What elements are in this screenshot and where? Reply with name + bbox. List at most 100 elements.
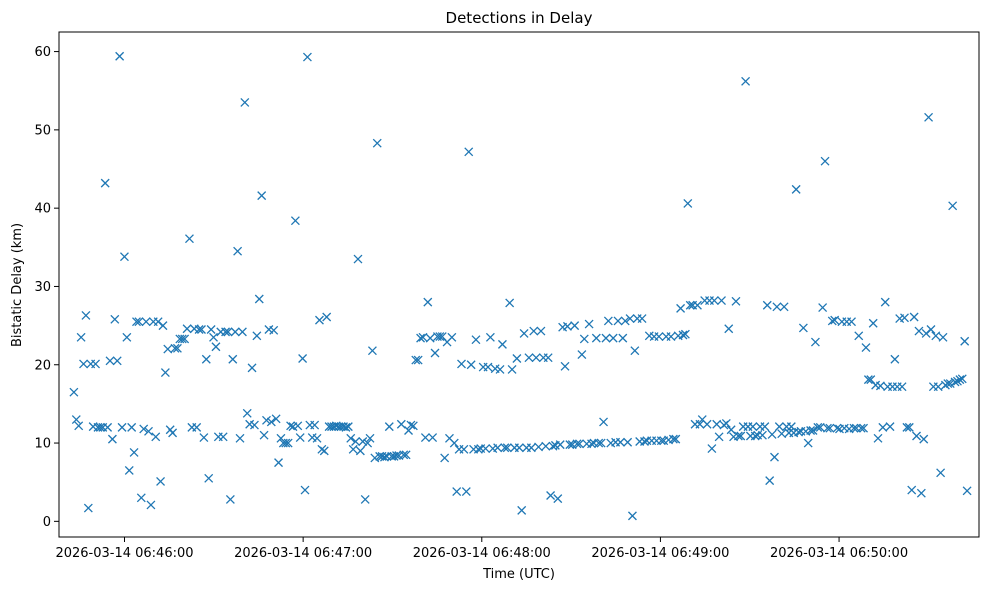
data-point	[500, 443, 510, 453]
data-point	[526, 443, 536, 453]
data-point	[560, 361, 570, 371]
data-point	[146, 500, 156, 510]
data-point	[565, 440, 575, 450]
data-point	[818, 303, 828, 313]
data-point	[281, 438, 291, 448]
data-point	[507, 364, 517, 374]
data-point	[656, 436, 666, 446]
data-point	[505, 298, 515, 308]
data-point	[358, 437, 368, 446]
data-point	[184, 234, 194, 244]
data-point	[230, 327, 240, 337]
data-point	[348, 444, 358, 454]
data-point	[290, 216, 300, 226]
data-point	[854, 331, 864, 341]
y-tick-label: 50	[34, 123, 51, 138]
data-point	[909, 312, 919, 322]
y-tick-label: 10	[34, 437, 51, 452]
data-point	[666, 332, 676, 342]
data-point	[620, 316, 630, 326]
data-point	[473, 444, 483, 454]
data-point	[608, 333, 618, 343]
data-point	[392, 451, 401, 461]
data-point	[295, 433, 305, 443]
data-point	[83, 503, 93, 513]
data-point	[741, 76, 751, 86]
data-point	[733, 431, 743, 441]
data-point	[731, 296, 741, 306]
data-point	[252, 331, 262, 341]
data-point	[461, 487, 471, 497]
x-axis-ticks: 2026-03-14 06:46:00 2026-03-14 06:47:00 20…	[55, 537, 908, 561]
data-point	[233, 246, 243, 256]
y-tick-label: 0	[43, 515, 51, 530]
data-point	[418, 332, 428, 342]
data-point	[861, 343, 871, 352]
data-point	[962, 486, 972, 496]
data-point	[615, 437, 625, 447]
data-point	[206, 325, 216, 334]
data-point	[945, 379, 955, 389]
data-point	[495, 364, 505, 374]
data-point	[685, 300, 695, 310]
data-point	[950, 377, 960, 387]
data-point	[286, 421, 296, 431]
data-point	[875, 381, 885, 391]
data-point	[182, 324, 192, 334]
data-point	[411, 355, 421, 365]
data-point	[127, 422, 137, 432]
data-point	[197, 325, 206, 334]
data-point	[129, 447, 139, 457]
data-point	[346, 433, 356, 443]
data-point	[868, 318, 878, 328]
data-point	[466, 360, 476, 370]
data-point	[553, 494, 563, 504]
data-point	[603, 316, 613, 326]
data-point	[158, 321, 168, 331]
data-point	[548, 441, 558, 451]
data-point	[300, 485, 310, 495]
data-point	[302, 52, 312, 62]
data-point	[497, 339, 507, 349]
data-point	[76, 332, 86, 342]
data-point	[748, 422, 758, 432]
data-point	[623, 437, 633, 447]
data-point	[372, 138, 382, 148]
x-tick-label: 2026-03-14 06:47:00	[234, 546, 372, 561]
data-point	[502, 443, 512, 453]
x-tick-label: 2026-03-14 06:50:00	[770, 546, 908, 561]
data-point	[259, 430, 269, 440]
data-point	[726, 425, 736, 435]
data-point	[849, 423, 859, 433]
data-point	[777, 429, 787, 439]
data-point	[519, 328, 529, 338]
data-point	[107, 434, 117, 444]
data-point	[878, 422, 888, 432]
data-point	[471, 335, 481, 345]
data-point	[601, 333, 611, 343]
data-point	[803, 438, 813, 448]
data-point	[110, 314, 120, 324]
data-point	[168, 428, 178, 438]
data-point	[141, 317, 151, 327]
data-point	[820, 156, 830, 166]
data-point	[709, 296, 719, 306]
data-point	[485, 332, 495, 342]
data-point	[654, 332, 664, 342]
y-tick-label: 60	[34, 45, 51, 60]
plot-frame	[58, 31, 980, 538]
data-point	[943, 379, 953, 389]
data-point	[618, 333, 628, 343]
data-point	[201, 354, 211, 364]
data-point	[428, 433, 438, 443]
data-point	[524, 353, 534, 363]
data-point	[406, 420, 416, 430]
data-points	[69, 51, 972, 521]
data-point	[912, 431, 921, 441]
data-point	[736, 431, 746, 441]
data-point	[396, 419, 406, 429]
data-point	[481, 444, 491, 453]
data-point	[367, 346, 377, 356]
data-point	[112, 356, 122, 366]
data-point	[779, 302, 789, 312]
